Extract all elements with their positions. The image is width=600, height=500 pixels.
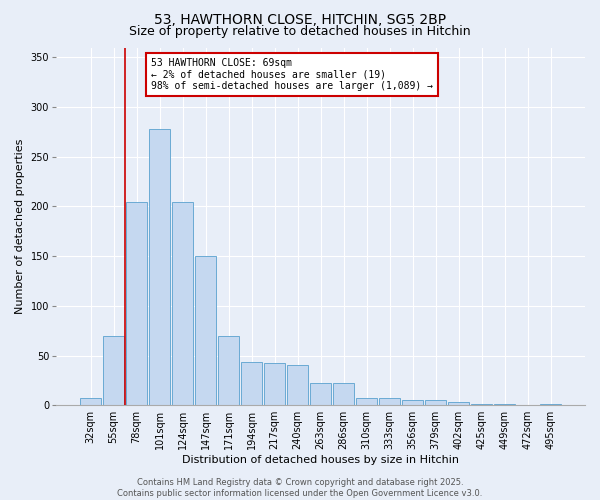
Text: 53 HAWTHORN CLOSE: 69sqm
← 2% of detached houses are smaller (19)
98% of semi-de: 53 HAWTHORN CLOSE: 69sqm ← 2% of detache… (151, 58, 433, 92)
Text: Size of property relative to detached houses in Hitchin: Size of property relative to detached ho… (129, 25, 471, 38)
Bar (333, 384, 354, 405)
X-axis label: Distribution of detached houses by size in Hitchin: Distribution of detached houses by size … (182, 455, 459, 465)
Bar (218, 336, 239, 405)
Bar (195, 256, 216, 405)
Bar (471, 404, 492, 405)
Bar (80, 398, 101, 405)
Bar (448, 402, 469, 405)
Bar (379, 398, 400, 405)
Bar (494, 404, 515, 405)
Bar (540, 404, 561, 405)
Bar (241, 362, 262, 405)
Text: 53, HAWTHORN CLOSE, HITCHIN, SG5 2BP: 53, HAWTHORN CLOSE, HITCHIN, SG5 2BP (154, 12, 446, 26)
Bar (287, 366, 308, 405)
Bar (310, 384, 331, 405)
Bar (425, 400, 446, 405)
Bar (172, 202, 193, 405)
Bar (264, 364, 285, 405)
Bar (149, 129, 170, 405)
Bar (103, 336, 124, 405)
Bar (402, 400, 423, 405)
Y-axis label: Number of detached properties: Number of detached properties (15, 138, 25, 314)
Bar (356, 398, 377, 405)
Text: Contains HM Land Registry data © Crown copyright and database right 2025.
Contai: Contains HM Land Registry data © Crown c… (118, 478, 482, 498)
Bar (126, 202, 147, 405)
